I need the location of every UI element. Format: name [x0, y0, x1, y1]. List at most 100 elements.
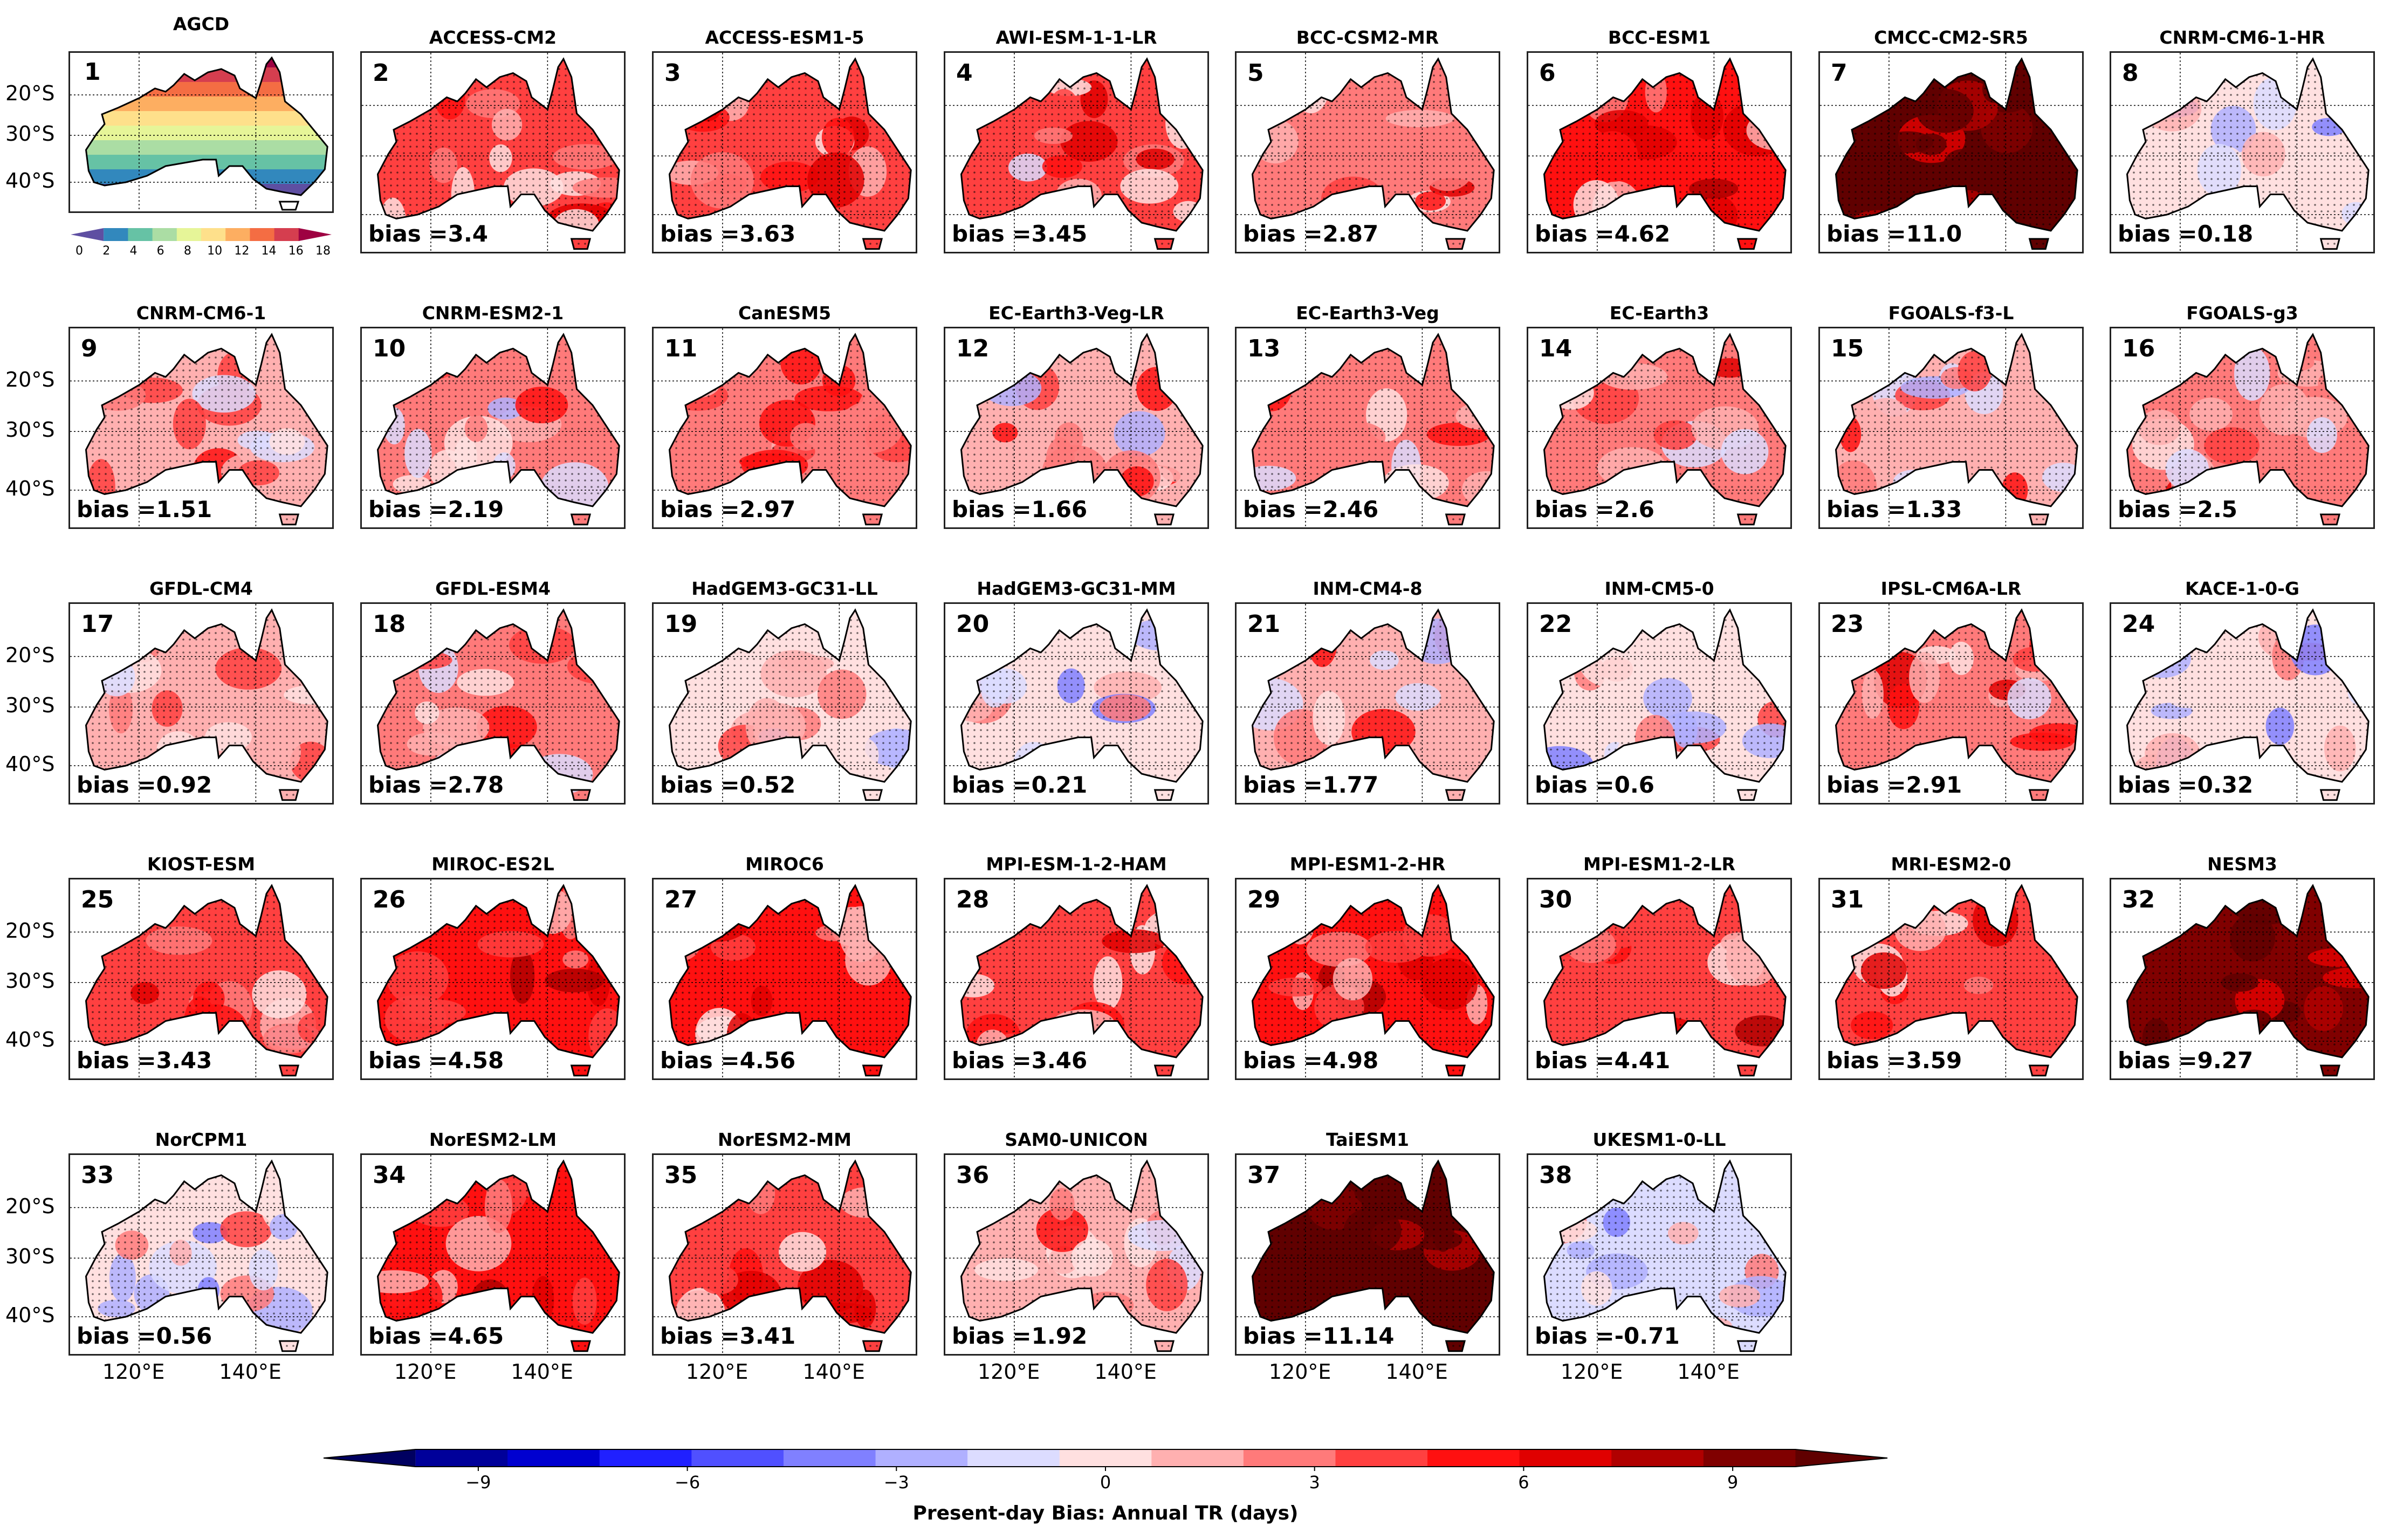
bias-map: 28 bias =3.46: [944, 878, 1209, 1080]
bias-label: bias =9.27: [2118, 1047, 2254, 1074]
bias-map: 17 bias =0.92: [68, 602, 334, 805]
reference-colorbar-segment: [104, 228, 129, 241]
colorbar-tick-label: 6: [1518, 1472, 1529, 1493]
coastline: [2126, 57, 2370, 232]
reference-colorbar-tick: 6: [156, 244, 164, 258]
panel-title: EC-Earth3-Veg-LR: [988, 302, 1164, 324]
panel-number: 16: [2122, 335, 2155, 362]
coastline: [1543, 333, 1787, 507]
panel-number: 21: [1247, 610, 1281, 638]
panel-number: 32: [2122, 886, 2155, 913]
bias-map: 35 bias =3.41: [652, 1153, 917, 1356]
bias-label: bias =0.56: [77, 1323, 212, 1349]
lat-label: 20°S: [5, 643, 55, 667]
tasmania-coastline: [862, 1340, 883, 1352]
panel-number: 23: [1831, 610, 1864, 638]
panel-number: 17: [81, 610, 114, 638]
lon-label: 120°E: [1268, 1360, 1331, 1384]
panel-number: 31: [1831, 886, 1864, 913]
tasmania-coastline: [1153, 513, 1175, 526]
panel-title: SAM0-UNICON: [1005, 1129, 1148, 1150]
bias-map: 8 bias =0.18: [2110, 51, 2375, 253]
panel-number: 28: [956, 886, 990, 913]
coastline: [85, 884, 328, 1058]
lon-label: 140°E: [219, 1360, 281, 1384]
bias-map: 27 bias =4.56: [652, 878, 917, 1080]
panel-title: EC-Earth3: [1609, 302, 1709, 324]
panel-number: 13: [1247, 335, 1281, 362]
coastline: [668, 333, 912, 507]
coastline: [668, 1159, 912, 1334]
panel-number: 2: [373, 59, 389, 87]
bias-label: bias =0.92: [77, 772, 212, 798]
lat-label: 40°S: [5, 477, 55, 500]
reference-map: 1: [68, 51, 334, 213]
panel-number: 33: [81, 1161, 114, 1189]
bias-map: 12 bias =1.66: [944, 327, 1209, 529]
tasmania-coastline: [278, 1064, 300, 1077]
lat-label: 40°S: [5, 752, 55, 776]
coastline: [376, 333, 620, 507]
tasmania-coastline: [2028, 789, 2050, 801]
coastline: [1543, 57, 1787, 232]
colorbar-tick-label: 9: [1727, 1472, 1739, 1493]
bias-label: bias =0.52: [660, 772, 796, 798]
bias-patch: [2327, 918, 2369, 936]
bias-map: 2 bias =3.4: [360, 51, 626, 253]
panel-number: 25: [81, 886, 114, 913]
coastline: [1543, 884, 1787, 1058]
tasmania-coastline: [1736, 1340, 1758, 1352]
panel-title: INM-CM4-8: [1313, 578, 1423, 599]
bias-patch: [1749, 900, 1776, 945]
reference-colorbar-segment: [71, 228, 104, 241]
panel-number: 4: [956, 59, 973, 87]
panel-number: 1: [84, 58, 101, 86]
reference-colorbar-tick: 18: [315, 244, 331, 258]
panel-title: NESM3: [2207, 854, 2277, 875]
bias-map: 4 bias =3.45: [944, 51, 1209, 253]
bias-map: 37 bias =11.14: [1235, 1153, 1500, 1356]
reference-colorbar-segment: [176, 228, 202, 241]
bias-label: bias =2.78: [368, 772, 504, 798]
panel-title: NorESM2-MM: [717, 1129, 852, 1150]
panel-title: AWI-ESM-1-1-LR: [995, 27, 1157, 48]
panel-title: KIOST-ESM: [147, 854, 256, 875]
reference-colorbar-tick: 16: [288, 244, 304, 258]
reference-colorbar-tick: 0: [75, 244, 83, 258]
bias-label: bias =-0.71: [1535, 1323, 1680, 1349]
bias-map: 11 bias =2.97: [652, 327, 917, 529]
bias-patch: [669, 909, 699, 937]
coastline: [1251, 608, 1495, 783]
panel-number: 35: [664, 1161, 698, 1189]
coastline: [2126, 333, 2370, 507]
panel-title: CNRM-CM6-1: [136, 302, 266, 324]
lat-label: 30°S: [5, 418, 55, 442]
coastline: [85, 608, 328, 783]
tasmania-coastline: [2319, 238, 2341, 250]
bias-label: bias =1.66: [952, 496, 1088, 522]
bias-label: bias =3.59: [1826, 1047, 1962, 1074]
tasmania-coastline: [1445, 1064, 1466, 1077]
coastline: [1251, 884, 1495, 1058]
coastline: [2126, 608, 2370, 783]
coastline: [1543, 608, 1787, 783]
tasmania-coastline: [1153, 1064, 1175, 1077]
reference-colorbar-segment: [128, 228, 153, 241]
bias-label: bias =4.58: [368, 1047, 504, 1074]
panel-number: 27: [664, 886, 698, 913]
tasmania-coastline: [862, 789, 883, 801]
panel-title: NorESM2-LM: [429, 1129, 557, 1150]
coastline: [960, 57, 1204, 232]
bias-patch: [1753, 381, 1785, 400]
reference-colorbar-segment: [152, 228, 177, 241]
tasmania-coastline: [1736, 789, 1758, 801]
panel-title: MPI-ESM1-2-HR: [1289, 854, 1446, 875]
lat-label: 20°S: [5, 1194, 55, 1218]
bias-map: 7 bias =11.0: [1818, 51, 2084, 253]
reference-colorbar-segment: [201, 228, 226, 241]
panel-number: 12: [956, 335, 990, 362]
tasmania-coastline: [1736, 1064, 1758, 1077]
reference-colorbar-tick: 14: [261, 244, 277, 258]
bias-map: 6 bias =4.62: [1527, 51, 1792, 253]
coastline: [2126, 884, 2370, 1058]
